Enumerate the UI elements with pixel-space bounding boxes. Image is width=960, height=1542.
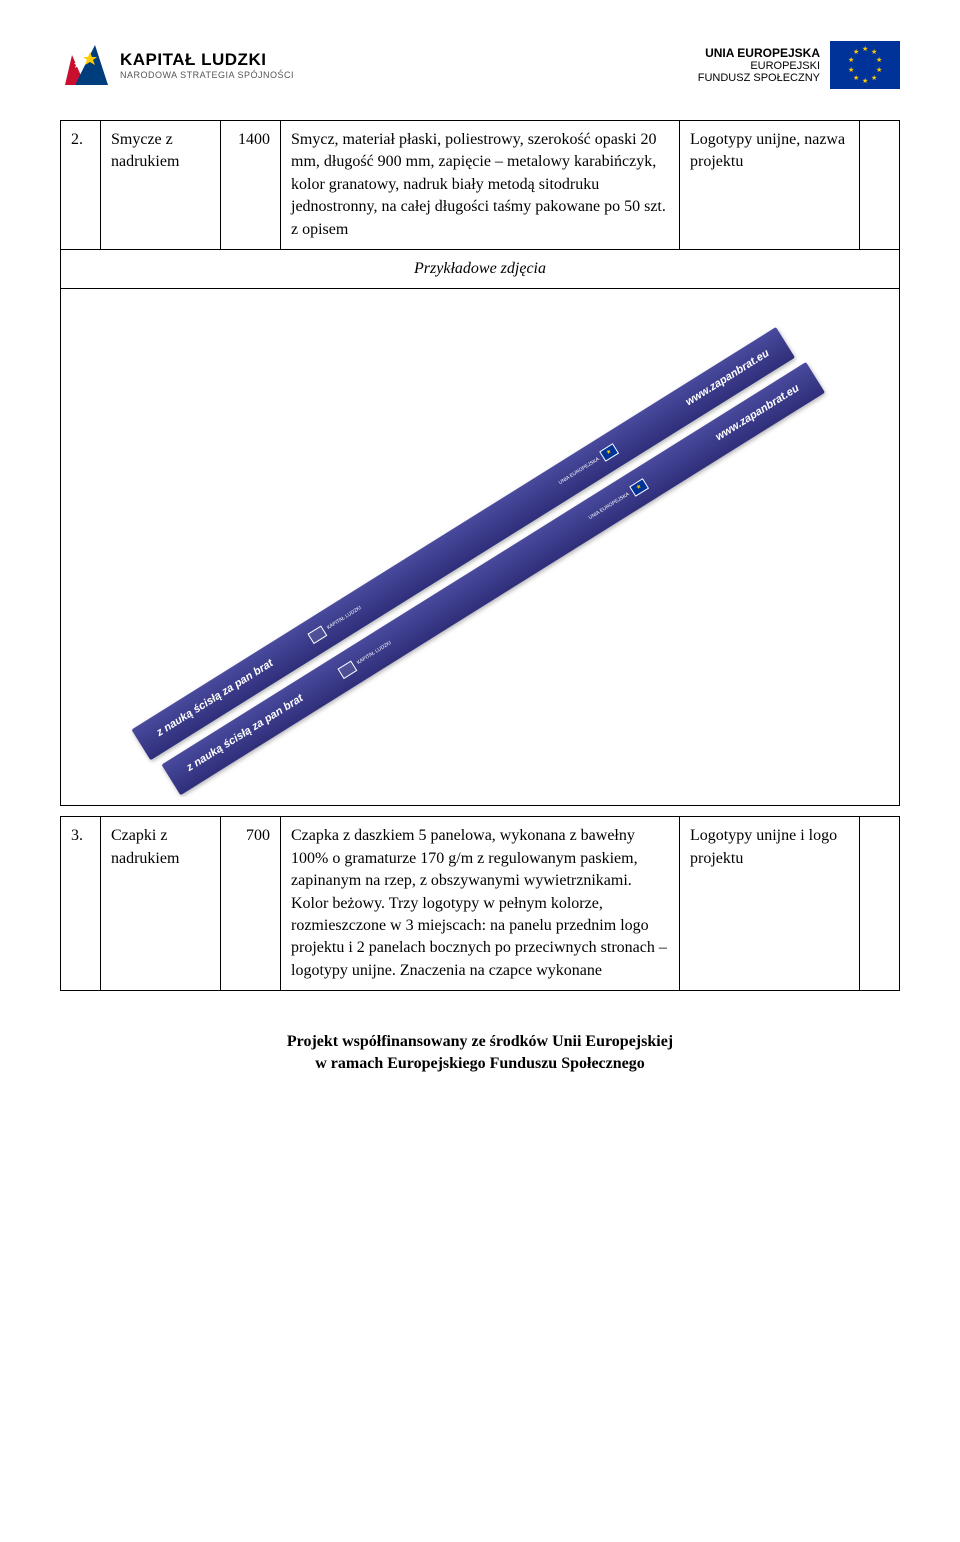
lanyard-logo-kapital: KAPITAŁ LUDZKI <box>307 603 364 645</box>
lanyard-logo-kapital: KAPITAŁ LUDZKI <box>337 638 394 680</box>
item-name: Czapki z nadrukiem <box>101 817 221 991</box>
eu-sub1: EUROPEJSKI <box>698 60 820 72</box>
logo-eu: UNIA EUROPEJSKA EUROPEJSKI FUNDUSZ SPOŁE… <box>698 41 900 89</box>
image-row: z nauką ścisłą za pan brat KAPITAŁ LUDZK… <box>61 289 900 806</box>
lanyard-logo-eu: UNIA EUROPEJSKA ★ <box>586 479 649 525</box>
table-row: 2. Smycze z nadrukiem 1400 Smycz, materi… <box>61 121 900 250</box>
example-caption: Przykładowe zdjęcia <box>61 249 900 288</box>
item-description: Czapka z daszkiem 5 panelowa, wykonana z… <box>281 817 680 991</box>
spec-table-2: 3. Czapki z nadrukiem 700 Czapka z daszk… <box>60 816 900 991</box>
item-logo-req: Logotypy unijne i logo projektu <box>680 817 860 991</box>
eu-flag-icon: ★ ★ ★ ★ ★ ★ ★ ★ ★ ★ <box>830 41 900 89</box>
table-row: 3. Czapki z nadrukiem 700 Czapka z daszk… <box>61 817 900 991</box>
empty-cell <box>860 817 900 991</box>
row-number: 2. <box>61 121 101 250</box>
kapital-ludzki-icon <box>60 40 110 90</box>
eu-sub2: FUNDUSZ SPOŁECZNY <box>698 72 820 84</box>
caption-row: Przykładowe zdjęcia <box>61 249 900 288</box>
footer-line-2: w ramach Europejskiego Funduszu Społeczn… <box>60 1053 900 1075</box>
item-qty: 700 <box>221 817 281 991</box>
lanyard-example-image: z nauką ścisłą za pan brat KAPITAŁ LUDZK… <box>71 297 889 797</box>
row-number: 3. <box>61 817 101 991</box>
kapital-ludzki-subtitle: NARODOWA STRATEGIA SPÓJNOŚCI <box>120 70 294 80</box>
header: KAPITAŁ LUDZKI NARODOWA STRATEGIA SPÓJNO… <box>60 40 900 90</box>
item-qty: 1400 <box>221 121 281 250</box>
item-name: Smycze z nadrukiem <box>101 121 221 250</box>
logo-kapital-ludzki: KAPITAŁ LUDZKI NARODOWA STRATEGIA SPÓJNO… <box>60 40 294 90</box>
lanyard-logo-eu: UNIA EUROPEJSKA ★ <box>556 444 619 490</box>
item-description: Smycz, materiał płaski, poliestrowy, sze… <box>281 121 680 250</box>
footer: Projekt współfinansowany ze środków Unii… <box>60 1031 900 1076</box>
empty-cell <box>860 121 900 250</box>
item-logo-req: Logotypy unijne, nazwa projektu <box>680 121 860 250</box>
spec-table-1: 2. Smycze z nadrukiem 1400 Smycz, materi… <box>60 120 900 806</box>
kapital-ludzki-title: KAPITAŁ LUDZKI <box>120 50 294 70</box>
lanyard-strip-2: z nauką ścisłą za pan brat KAPITAŁ LUDZK… <box>161 362 825 795</box>
eu-title: UNIA EUROPEJSKA <box>698 46 820 60</box>
lanyard-strip-1: z nauką ścisłą za pan brat KAPITAŁ LUDZK… <box>131 327 795 760</box>
footer-line-1: Projekt współfinansowany ze środków Unii… <box>60 1031 900 1053</box>
